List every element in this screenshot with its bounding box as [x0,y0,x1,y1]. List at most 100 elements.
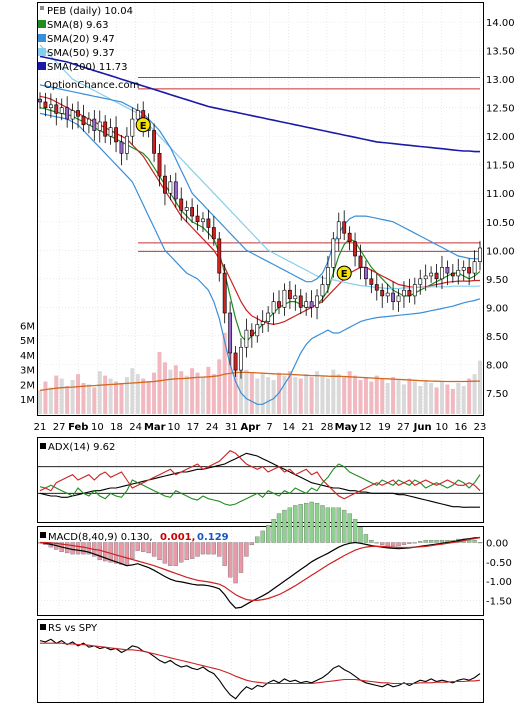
volume-bar [244,369,249,414]
macd-histogram-bar [200,542,206,555]
price-y-tick: 12.50 [486,104,515,115]
candle-body [244,329,249,348]
volume-bar [304,374,309,414]
candle-body [271,301,276,314]
macd-histogram-bar [369,540,374,543]
macd-y-tick: -0.50 [486,558,512,569]
volume-bar [429,382,434,414]
macd-histogram-bar [347,513,352,543]
macd-histogram-bar [238,542,244,573]
candle-body [239,346,243,371]
macd-label-icon [40,532,46,538]
macd-histogram-bar [423,540,428,543]
volume-bar [325,378,330,414]
candle-body [342,221,347,234]
price-y-tick: 11.00 [486,189,515,200]
macd-histogram-bar [189,542,195,559]
volume-bar [456,382,461,414]
earnings-marker [336,265,352,281]
macd-histogram-bar [271,519,276,543]
legend-swatch-sma8 [38,20,46,28]
macd-histogram-bar [336,507,341,543]
macd-histogram-bar [466,540,472,543]
price-y-tick: 10.50 [486,218,515,229]
volume-bar [342,377,347,414]
candle-body [374,284,379,291]
candle-body [364,267,368,280]
macd-histogram-bar [385,542,390,547]
candle-body [43,101,48,108]
macd-histogram-bar [352,519,358,543]
candle-body [228,312,233,354]
x-tick-label: 31 [225,422,238,433]
candle-body [418,278,423,285]
macd-histogram-bar [151,542,157,557]
x-tick-label: 10 [91,422,104,433]
candle-body [353,241,357,257]
candle-body [325,267,330,285]
volume-bar [293,377,298,414]
volume-bar [391,377,396,414]
volume-bar [423,380,428,414]
candle-body [163,175,167,194]
earnings-marker [135,117,151,133]
volume-y-tick: 3M [20,366,35,377]
lower-band-line [39,112,481,405]
volume-bar [70,380,75,414]
macd-histogram-bar [81,542,86,555]
volume-bar [369,381,374,414]
macd-histogram-bar [314,502,320,543]
volume-bar [114,381,119,414]
macd-histogram-bar [309,501,314,543]
x-tick-label: Jun [413,422,432,433]
macd-histogram-bar [293,505,298,543]
candle-body [445,267,450,274]
macd-histogram-bar [298,504,303,543]
candle-body [358,255,363,268]
macd-histogram-bar [124,542,130,566]
legend-swatch-sma50 [38,48,46,56]
candle-body [293,295,298,300]
candle-body [380,289,385,297]
x-tick-label: 17 [187,422,200,433]
rs-panel-frame [37,619,484,703]
adx-layer [38,450,483,508]
macd-histogram-bar [75,542,81,555]
macd-histogram-bar [434,540,439,543]
price-y-tick: 9.00 [486,303,508,314]
x-tick-label: May [335,422,358,433]
macd-histogram-bar [282,509,287,543]
volume-bar [363,377,368,414]
volume-bar [472,374,477,414]
volume-bar [434,387,439,414]
x-tick-label: 12 [359,422,372,433]
volume-bar [450,388,455,414]
volume-bar [97,371,102,414]
volume-bar [124,377,129,414]
volume-bar [54,375,59,414]
volume-bar [48,387,53,414]
rs-rs-line [39,638,481,700]
macd-histogram-bar [173,542,178,566]
candle-body [282,289,287,308]
macd-histogram-bar [412,542,417,544]
candle-body [195,215,200,223]
volume-bar [228,346,233,414]
price-y-tick: 12.00 [486,132,515,143]
candle-body [114,127,118,143]
volume-bar [81,382,86,414]
volume-bar [266,377,271,414]
volume-bar [108,378,113,414]
volume-bar [271,380,276,414]
macd-histogram-bar [342,509,347,543]
candle-body [97,121,102,131]
candle-body [184,207,189,211]
x-tick-label: 14 [282,422,295,433]
legend-title-icon [40,6,44,10]
volume-bar [358,380,363,414]
x-tick-label: 19 [378,422,391,433]
x-tick-label: 28 [321,422,334,433]
volume-bar [309,377,314,414]
volume-y-tick: 4M [20,351,35,362]
volume-bar [439,381,444,414]
